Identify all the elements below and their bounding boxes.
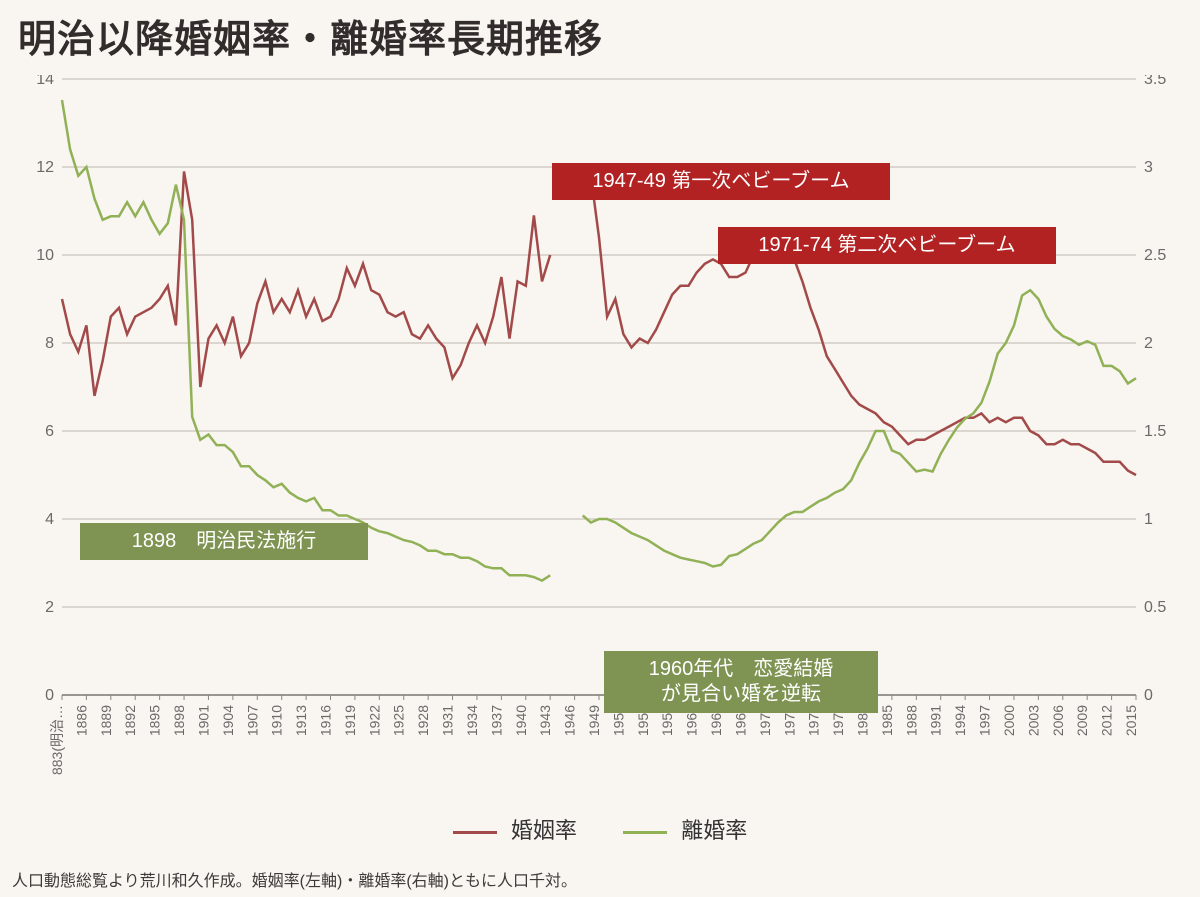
chart-area: 0 2 4 6 8 10 12 14 0 0.5 1 1.5 2 2.5 3 3.5 1883(明治… 1886 1… [20,75,1180,775]
svg-text:2012: 2012 [1099,705,1115,736]
svg-text:1901: 1901 [195,705,211,736]
legend-item-marriage: 婚姻率 [453,813,577,845]
annotation-3: 1960年代 恋愛結婚 が見合い婚を逆転 [604,651,878,713]
svg-text:1.5: 1.5 [1144,423,1166,440]
svg-text:1892: 1892 [122,705,138,736]
footnote: 人口動態総覧より荒川和久作成。婚姻率(左軸)・離婚率(右軸)ともに人口千対。 [12,867,577,891]
svg-text:0: 0 [1144,687,1153,704]
svg-text:2003: 2003 [1025,705,1041,736]
annotation-2: 1971-74 第二次ベビーブーム [718,227,1056,264]
svg-text:1922: 1922 [366,705,382,736]
svg-text:1940: 1940 [513,705,529,736]
legend-label-marriage: 婚姻率 [511,818,577,843]
svg-text:1988: 1988 [903,705,919,736]
svg-text:1946: 1946 [562,705,578,736]
svg-text:1994: 1994 [952,705,968,736]
legend: 婚姻率 離婚率 [0,813,1200,845]
svg-text:1985: 1985 [879,705,895,736]
svg-text:6: 6 [45,423,54,440]
svg-text:2006: 2006 [1050,705,1066,736]
svg-text:1991: 1991 [928,705,944,736]
chart-page: { "title": "明治以降婚姻率・離婚率長期推移", "footnote"… [0,0,1200,897]
svg-text:1949: 1949 [586,705,602,736]
svg-text:1943: 1943 [537,705,553,736]
svg-text:10: 10 [36,247,54,264]
svg-text:2.5: 2.5 [1144,247,1166,264]
annotation-1: 1947-49 第一次ベビーブーム [552,163,890,200]
svg-text:1898: 1898 [171,705,187,736]
page-title: 明治以降婚姻率・離婚率長期推移 [18,8,603,63]
svg-text:1904: 1904 [220,705,236,736]
annotation-0: 1898 明治民法施行 [80,523,368,560]
svg-text:3.5: 3.5 [1144,75,1166,88]
svg-text:2: 2 [45,599,54,616]
svg-text:0: 0 [45,687,54,704]
svg-text:1913: 1913 [293,705,309,736]
svg-text:1937: 1937 [488,705,504,736]
svg-text:1889: 1889 [98,705,114,736]
svg-text:1: 1 [1144,511,1153,528]
svg-text:2: 2 [1144,335,1153,352]
svg-text:1910: 1910 [269,705,285,736]
svg-text:1895: 1895 [147,705,163,736]
svg-text:0.5: 0.5 [1144,599,1166,616]
svg-text:1883(明治…: 1883(明治… [49,705,65,775]
svg-text:1916: 1916 [318,705,334,736]
legend-swatch-divorce [623,831,667,834]
svg-text:1931: 1931 [440,705,456,736]
svg-text:1934: 1934 [464,705,480,736]
svg-text:1925: 1925 [391,705,407,736]
svg-text:2000: 2000 [1001,705,1017,736]
svg-text:1928: 1928 [415,705,431,736]
svg-text:2009: 2009 [1074,705,1090,736]
svg-text:1919: 1919 [342,705,358,736]
legend-item-divorce: 離婚率 [623,813,747,845]
svg-text:1997: 1997 [977,705,993,736]
legend-label-divorce: 離婚率 [681,818,747,843]
svg-text:3: 3 [1144,159,1153,176]
svg-text:14: 14 [36,75,54,88]
svg-text:1886: 1886 [73,705,89,736]
svg-text:8: 8 [45,335,54,352]
svg-text:1907: 1907 [244,705,260,736]
legend-swatch-marriage [453,831,497,834]
svg-text:2015: 2015 [1123,705,1139,736]
svg-text:4: 4 [45,511,54,528]
svg-text:12: 12 [36,159,54,176]
